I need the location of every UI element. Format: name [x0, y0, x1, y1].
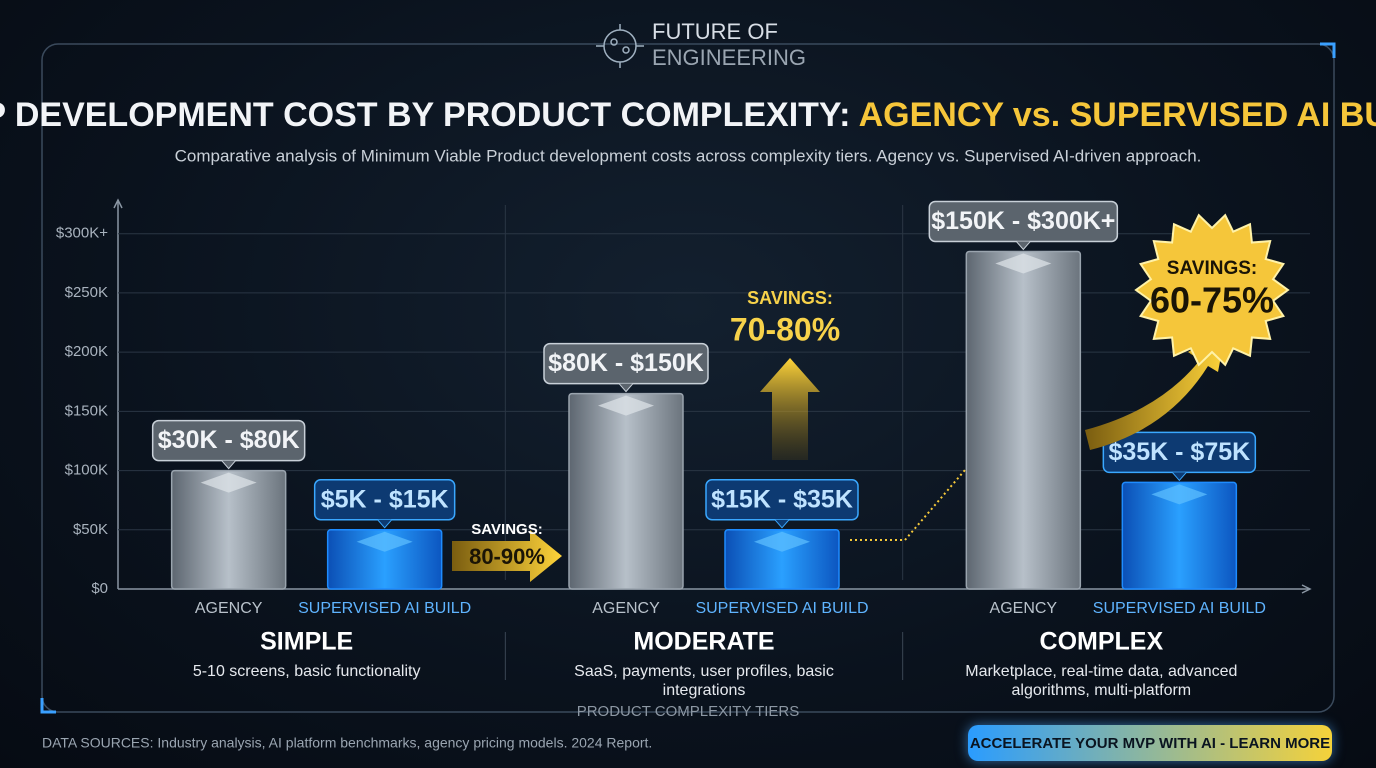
- bar: [1121, 481, 1238, 590]
- bar-top-facet: [1151, 484, 1208, 505]
- brand-icon: [596, 24, 644, 68]
- y-tick-label: $0: [91, 580, 108, 597]
- category-description: 5-10 screens, basic functionality: [192, 663, 421, 680]
- frame-corners: [40, 42, 1336, 714]
- bar-top-facet: [356, 531, 413, 552]
- y-tick-label: $150K: [65, 402, 108, 419]
- data-source: DATA SOURCES: Industry analysis, AI plat…: [42, 735, 652, 751]
- frame: [41, 43, 1335, 713]
- brand-line-1: FUTURE OF: [652, 19, 778, 44]
- category-description: Marketplace, real-time data, advanced al…: [965, 663, 1238, 699]
- range-label-pointer: [377, 519, 393, 529]
- range-label-pointer: [1015, 241, 1031, 251]
- chart-title: MVP DEVELOPMENT COST BY PRODUCT COMPLEXI…: [0, 96, 850, 134]
- series-label: SUPERVISED AI BUILD: [1093, 600, 1266, 617]
- category-label: SIMPLE: [260, 628, 353, 656]
- range-label: $150K - $300K+: [931, 207, 1115, 235]
- savings-starburst: [1134, 213, 1290, 367]
- range-label-pointer: [221, 460, 237, 470]
- savings-range: 80-90%: [469, 544, 545, 569]
- range-label: $30K - $80K: [158, 426, 300, 454]
- bar-top-facet: [598, 395, 654, 416]
- range-label-pointer: [774, 519, 790, 529]
- y-tick-label: $50K: [73, 521, 108, 538]
- savings-range: 70-80%: [730, 311, 840, 347]
- bar: [326, 529, 443, 590]
- category-label: COMPLEX: [1040, 628, 1164, 656]
- x-axis-label: PRODUCT COMPLEXITY TIERS: [577, 703, 800, 720]
- series-label: SUPERVISED AI BUILD: [695, 600, 868, 617]
- range-label-pointer: [618, 383, 634, 393]
- bar: [170, 469, 287, 590]
- chart-subtitle: Comparative analysis of Minimum Viable P…: [175, 146, 1202, 165]
- y-tick-label: $200K: [65, 343, 108, 360]
- y-tick-label: $300K+: [56, 225, 108, 242]
- y-axis-arrow: [113, 198, 123, 209]
- cta-button[interactable]: ACCELERATE YOUR MVP WITH AI - LEARN MORE: [968, 725, 1332, 761]
- savings-trend: [850, 469, 966, 541]
- bar-top-facet: [995, 253, 1052, 274]
- savings-label: SAVINGS:: [747, 288, 833, 308]
- bar: [568, 392, 684, 590]
- range-label: $5K - $15K: [321, 485, 449, 513]
- savings-range: 60-75%: [1150, 280, 1274, 321]
- y-tick-label: $250K: [65, 284, 108, 301]
- savings-arrow: [1085, 330, 1226, 450]
- series-label: AGENCY: [195, 600, 263, 617]
- range-label: $80K - $150K: [548, 349, 704, 377]
- savings-label: SAVINGS:: [471, 521, 542, 538]
- range-label-pointer: [1171, 472, 1187, 482]
- savings-label: SAVINGS:: [1167, 258, 1257, 279]
- series-label: AGENCY: [990, 600, 1058, 617]
- x-axis-arrow: [1301, 584, 1312, 594]
- range-label: $35K - $75K: [1108, 438, 1250, 466]
- bar: [724, 529, 840, 590]
- series-label: AGENCY: [592, 600, 660, 617]
- range-label: $15K - $35K: [711, 485, 853, 513]
- category-description: SaaS, payments, user profiles, basic int…: [574, 663, 834, 699]
- category-label: MODERATE: [633, 628, 774, 656]
- y-tick-label: $100K: [65, 462, 108, 479]
- series-label: SUPERVISED AI BUILD: [298, 600, 471, 617]
- chart-title-highlight: AGENCY vs. SUPERVISED AI BUILD: [859, 96, 1376, 134]
- brand-line-2: ENGINEERING: [652, 45, 806, 70]
- chart-title-group: MVP DEVELOPMENT COST BY PRODUCT COMPLEXI…: [0, 96, 1376, 134]
- bar: [965, 250, 1082, 590]
- bar-top-facet: [200, 472, 257, 493]
- savings-arrow: [760, 358, 820, 460]
- savings-arrow: [452, 530, 562, 582]
- bar-top-facet: [754, 531, 810, 552]
